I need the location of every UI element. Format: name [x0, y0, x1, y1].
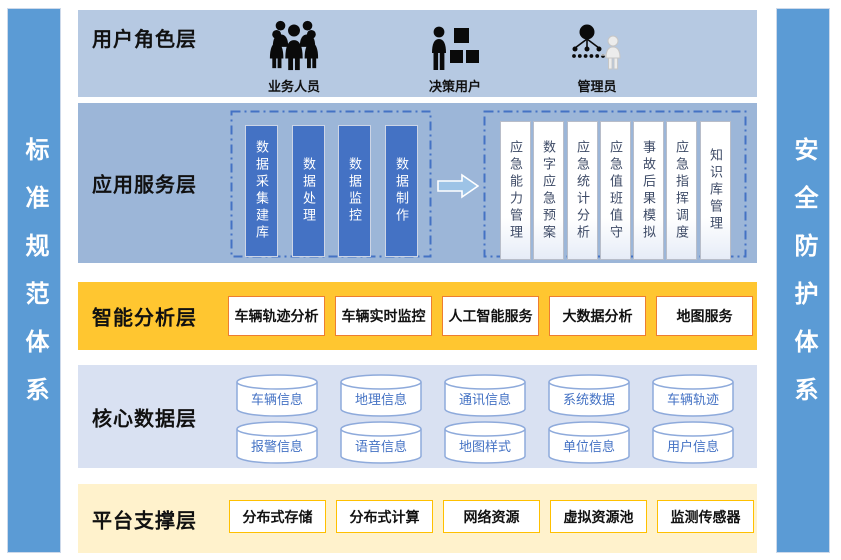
role-label-business-staff: 业务人员 — [267, 79, 320, 94]
database-cylinder: 语音信息 — [340, 421, 422, 464]
role-label-decision-user: 决策用户 — [428, 79, 481, 94]
database-label: 单位信息 — [563, 439, 615, 454]
database-label: 用户信息 — [667, 439, 719, 454]
database-cylinder: 系统数据 — [548, 374, 630, 417]
pipeline-bar: 数据处理 — [292, 125, 325, 257]
pipeline-bar-label: 数据采集建库 — [254, 140, 269, 242]
database-cylinder: 地图样式 — [444, 421, 526, 464]
pipeline-bar-label: 数据制作 — [394, 157, 409, 225]
database-label: 语音信息 — [355, 439, 407, 454]
data-pipeline-group: 数据采集建库 数据处理 数据监控 数据制作 — [230, 110, 432, 258]
role-business-staff: 业务人员 — [244, 20, 344, 95]
database-cylinder: 车辆轨迹 — [652, 374, 734, 417]
database-label: 通讯信息 — [459, 392, 511, 407]
emergency-app-label: 数字应急预案 — [541, 139, 556, 242]
database-cylinder: 地理信息 — [340, 374, 422, 417]
analysis-services-row: 车辆轨迹分析 车辆实时监控 人工智能服务 大数据分析 地图服务 — [228, 296, 753, 336]
database-cylinder: 通讯信息 — [444, 374, 526, 417]
core-data-layer: 核心数据层 车辆信息 地理信息 通讯信息 系统数据 车辆轨迹 报警信息 语音信息… — [78, 365, 757, 468]
platform-support-layer: 平台支撑层 分布式存储 分布式计算 网络资源 虚拟资源池 监测传感器 — [78, 484, 757, 553]
emergency-app-card: 数字应急预案 — [533, 121, 564, 260]
analysis-service-card: 地图服务 — [656, 296, 753, 336]
pipeline-bar-label: 数据监控 — [347, 157, 362, 225]
platform-resources-row: 分布式存储 分布式计算 网络资源 虚拟资源池 监测传感器 — [229, 500, 754, 533]
database-cylinder: 用户信息 — [652, 421, 734, 464]
emergency-app-label: 应急值班值守 — [608, 139, 623, 242]
emergency-app-label: 应急统计分析 — [575, 139, 590, 242]
pipeline-bar: 数据采集建库 — [245, 125, 278, 257]
database-label: 车辆轨迹 — [667, 392, 719, 407]
emergency-app-card: 应急能力管理 — [500, 121, 531, 260]
analysis-service-card: 大数据分析 — [549, 296, 646, 336]
database-label: 车辆信息 — [251, 392, 303, 407]
platform-support-layer-label: 平台支撑层 — [92, 510, 197, 532]
user-role-layer-label: 用户角色层 — [92, 29, 197, 51]
role-label-administrator: 管理员 — [577, 79, 617, 94]
emergency-app-card: 知识库管理 — [700, 121, 731, 260]
emergency-app-label: 应急能力管理 — [508, 139, 523, 242]
emergency-app-card: 应急值班值守 — [600, 121, 631, 260]
database-cylinder: 单位信息 — [548, 421, 630, 464]
emergency-app-card: 事故后果模拟 — [633, 121, 664, 260]
emergency-app-label: 知识库管理 — [708, 148, 723, 233]
pipeline-bar: 数据监控 — [338, 125, 371, 257]
data-cylinders-row-2: 报警信息 语音信息 地图样式 单位信息 用户信息 — [236, 421, 734, 464]
intelligent-analysis-layer-label: 智能分析层 — [92, 307, 197, 330]
role-decision-user: 决策用户 — [405, 20, 505, 95]
platform-resource-card: 网络资源 — [443, 500, 540, 533]
standard-spec-pillar-text: 标准规范体系 — [21, 136, 48, 425]
application-service-layer-label: 应用服务层 — [92, 174, 197, 197]
business-staff-group-icon — [267, 20, 321, 72]
flow-right-arrow-icon — [437, 173, 479, 199]
role-administrator: 管理员 — [547, 20, 647, 95]
dash-dot-border — [230, 110, 432, 258]
analysis-service-card: 车辆实时监控 — [335, 296, 432, 336]
platform-resource-card: 虚拟资源池 — [550, 500, 647, 533]
pipeline-bar-label: 数据处理 — [301, 157, 316, 225]
emergency-app-label: 事故后果模拟 — [641, 139, 656, 242]
standard-spec-pillar: 标准规范体系 — [7, 8, 61, 553]
database-label: 系统数据 — [563, 392, 615, 407]
database-label: 地理信息 — [355, 392, 407, 407]
application-service-layer: 应用服务层 数据采集建库 数据处理 数据监控 数据制作 应急能力管理 数字应急预… — [78, 103, 757, 263]
platform-resource-card: 监测传感器 — [657, 500, 754, 533]
user-role-layer: 用户角色层 业务人员 — [78, 10, 757, 97]
core-data-layer-label: 核心数据层 — [92, 408, 197, 430]
database-cylinder: 车辆信息 — [236, 374, 318, 417]
administrator-icon — [571, 20, 623, 72]
emergency-apps-group: 应急能力管理 数字应急预案 应急统计分析 应急值班值守 事故后果模拟 应急指挥调… — [483, 110, 747, 260]
emergency-app-card: 应急指挥调度 — [666, 121, 697, 260]
database-label: 报警信息 — [251, 439, 303, 454]
decision-user-icon — [430, 20, 480, 72]
emergency-app-card: 应急统计分析 — [567, 121, 598, 260]
platform-resource-card: 分布式计算 — [336, 500, 433, 533]
analysis-service-card: 人工智能服务 — [442, 296, 539, 336]
data-cylinders-row-1: 车辆信息 地理信息 通讯信息 系统数据 车辆轨迹 — [236, 374, 734, 417]
emergency-app-label: 应急指挥调度 — [674, 139, 689, 242]
security-protection-pillar: 安全防护体系 — [776, 8, 830, 553]
platform-resource-card: 分布式存储 — [229, 500, 326, 533]
pipeline-bar: 数据制作 — [385, 125, 418, 257]
database-cylinder: 报警信息 — [236, 421, 318, 464]
security-protection-pillar-text: 安全防护体系 — [790, 136, 817, 425]
analysis-service-card: 车辆轨迹分析 — [228, 296, 325, 336]
intelligent-analysis-layer: 智能分析层 车辆轨迹分析 车辆实时监控 人工智能服务 大数据分析 地图服务 — [78, 282, 757, 350]
database-label: 地图样式 — [459, 439, 511, 454]
